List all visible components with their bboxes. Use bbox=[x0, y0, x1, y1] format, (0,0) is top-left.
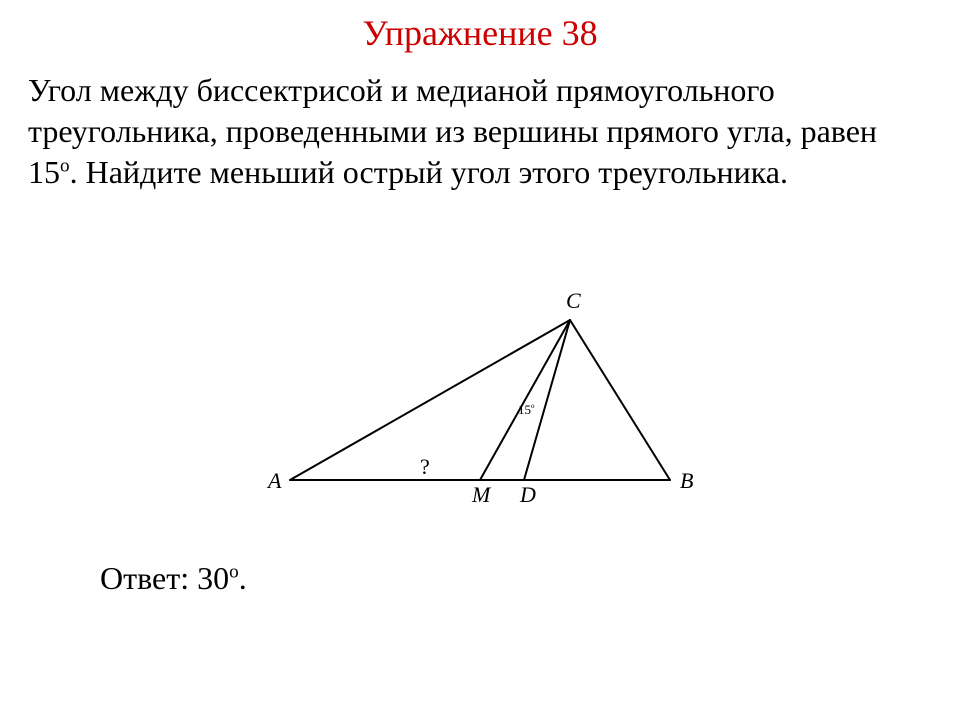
answer-value: 30о. bbox=[197, 560, 247, 596]
svg-text:M: M bbox=[471, 482, 492, 507]
svg-text:15о: 15о bbox=[518, 402, 535, 417]
svg-text:?: ? bbox=[420, 454, 430, 479]
svg-text:B: B bbox=[680, 468, 693, 493]
svg-text:C: C bbox=[566, 290, 581, 313]
exercise-title: Упражнение 38 bbox=[0, 12, 960, 54]
svg-text:A: A bbox=[266, 468, 282, 493]
diagram-svg: A B C M D 15о? bbox=[260, 290, 700, 520]
answer-line: Ответ: 30о. bbox=[100, 560, 247, 597]
svg-text:D: D bbox=[519, 482, 536, 507]
page: Упражнение 38 Угол между биссектрисой и … bbox=[0, 0, 960, 720]
triangle-diagram: A B C M D 15о? bbox=[260, 290, 700, 520]
answer-label: Ответ: bbox=[100, 560, 189, 596]
problem-statement: Угол между биссектрисой и медианой прямо… bbox=[28, 70, 932, 193]
